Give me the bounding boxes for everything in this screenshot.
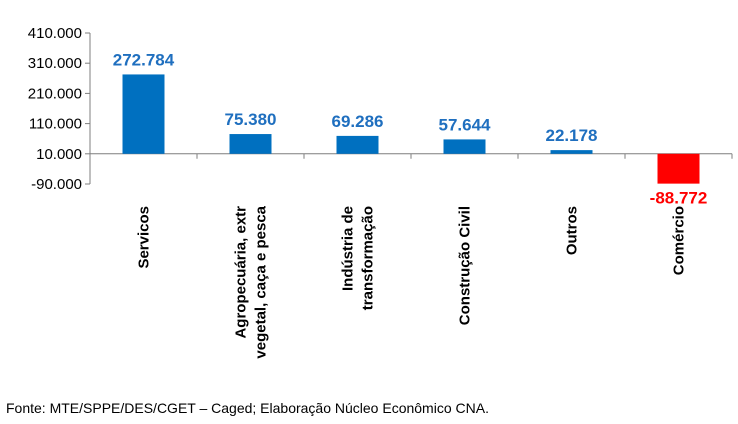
y-tick-label: 310.000 [28,55,82,72]
category-label: Agropecuária, extr [233,206,250,339]
category-label: Servicos [136,206,153,269]
category-label: Comércio [671,206,688,275]
category-label: transformação [360,206,377,310]
bar [657,153,700,184]
bar [229,134,272,154]
bar [443,139,486,154]
data-label: 57.644 [439,115,492,134]
y-tick-label: 10.000 [36,146,82,163]
source-note: Fonte: MTE/SPPE/DES/CGET – Caged; Elabor… [6,400,489,416]
bar [550,150,593,154]
y-tick-label: 110.000 [29,116,82,133]
bar [122,74,165,154]
bar [336,135,379,154]
y-tick-label: 410.000 [28,25,82,42]
data-label: 272.784 [113,50,175,69]
y-tick-label: -90.000 [31,176,82,193]
category-label: Indústria de [340,206,357,291]
bar-chart: -90.000 10.000 110.000 210.000 310.000 410.00… [28,25,733,359]
y-tick-label: 210.000 [28,85,82,102]
category-label: Outros [564,206,581,255]
category-label: vegetal, caça e pesca [253,205,270,358]
data-label: 69.286 [332,112,384,131]
category-label: Construção Civil [457,206,474,325]
data-label: -88.772 [650,189,708,208]
data-label: 22.178 [546,126,598,145]
data-label: 75.380 [225,110,277,129]
